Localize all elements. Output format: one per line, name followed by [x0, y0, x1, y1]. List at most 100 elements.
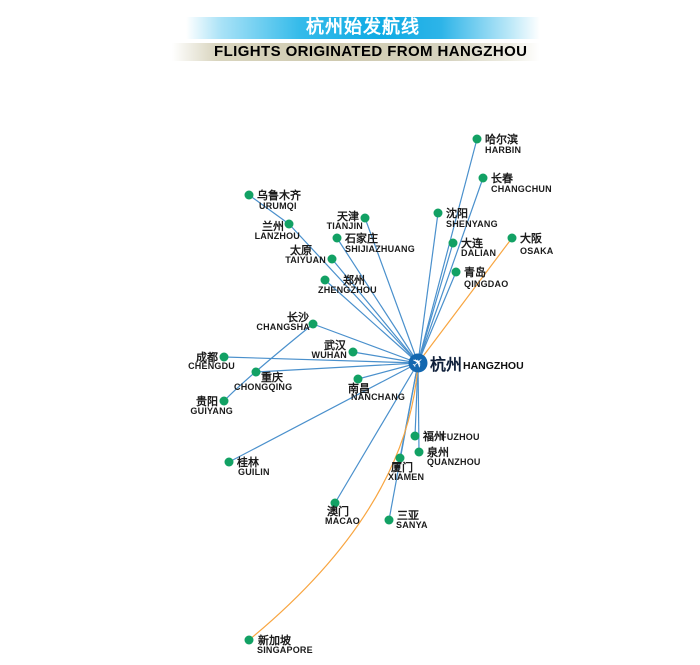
route-shijiazhuang: [336, 237, 419, 364]
routes: [223, 138, 513, 641]
city-dots: [219, 134, 517, 645]
city-label-zh-changchun: 长春: [491, 171, 514, 185]
city-label-zh-qingdao: 青岛: [464, 265, 486, 279]
city-dot-quanzhou: [414, 447, 424, 457]
city-label-en-changsha: CHANGSHA: [256, 322, 310, 332]
city-dot-dalian: [448, 238, 458, 248]
city-label-zh-shenyang: 沈阳: [446, 206, 468, 220]
city-label-en-tianjin: TIANJIN: [327, 221, 363, 231]
city-label-zh-changsha: 长沙: [287, 310, 309, 324]
city-label-en-harbin: HARBIN: [485, 145, 521, 155]
city-label-zh-osaka: 大阪: [520, 231, 543, 245]
page-title-en: FLIGHTS ORIGINATED FROM HANGZHOU: [214, 43, 528, 60]
city-label-zh-taiyuan: 太原: [289, 243, 312, 257]
city-label-zh-dalian: 大连: [461, 236, 484, 250]
city-label-zh-macao: 澳门: [327, 504, 349, 518]
city-label-zh-wuhan: 武汉: [324, 338, 347, 352]
city-label-en-changchun: CHANGCHUN: [491, 184, 552, 194]
city-label-zh-chengdu: 成都: [196, 350, 218, 364]
route-changchun: [417, 177, 484, 364]
title-banner-en: FLIGHTS ORIGINATED FROM HANGZHOU: [172, 43, 540, 61]
city-label-en-guiyang: GUIYANG: [190, 406, 233, 416]
city-label-zh-tianjin: 天津: [337, 209, 359, 223]
route-tianjin: [364, 217, 419, 364]
route-guilin: [228, 362, 419, 463]
city-dot-shenyang: [433, 208, 443, 218]
route-singapore: [248, 362, 419, 641]
city-label-zh-nanchang: 南昌: [348, 381, 370, 395]
city-dot-xiamen: [395, 453, 405, 463]
city-dot-chengdu: [219, 352, 229, 362]
city-label-en-sanya: SANYA: [396, 520, 428, 530]
route-shenyang: [417, 212, 439, 364]
city-dot-wuhan: [348, 347, 358, 357]
city-dot-changsha: [308, 319, 318, 329]
city-label-en-wuhan: WUHAN: [312, 350, 348, 360]
route-zhengzhou: [324, 279, 419, 364]
city-label-zh-guiyang: 贵阳: [196, 394, 218, 408]
city-label-en-qingdao: QINGDAO: [464, 279, 508, 289]
city-dot-taiyuan: [327, 254, 337, 264]
route-macao: [334, 362, 419, 504]
city-label-zh-harbin: 哈尔滨: [485, 132, 518, 146]
hub-label-zh: 杭州: [430, 355, 462, 374]
city-label-zh-quanzhou: 泉州: [426, 445, 449, 459]
hub-marker: ✈ 杭州 HANGZHOU: [408, 353, 524, 374]
route-urumqi: [248, 194, 290, 225]
city-label-en-osaka: OSAKA: [520, 246, 554, 256]
city-label-en-macao: MACAO: [325, 516, 360, 526]
route-taiyuan: [331, 258, 419, 364]
page-title-zh: 杭州始发航线: [306, 17, 420, 38]
city-dot-zhengzhou: [320, 275, 330, 285]
route-qingdao: [417, 271, 457, 364]
hub-label-en: HANGZHOU: [463, 360, 524, 372]
city-label-en-singapore: SINGAPORE: [257, 645, 313, 655]
city-label-zh-urumqi: 乌鲁木齐: [257, 188, 302, 202]
route-lanzhou: [288, 223, 419, 364]
city-label-zh-lanzhou: 兰州: [262, 219, 284, 233]
city-label-en-chengdu: CHENGDU: [188, 361, 235, 371]
hub-circle: [408, 353, 428, 373]
city-label-zh-xiamen: 厦门: [391, 460, 413, 474]
route-sanya: [388, 362, 419, 521]
city-dot-macao: [330, 498, 340, 508]
city-label-en-xiamen: XIAMEN: [388, 472, 424, 482]
city-label-zh-shijiazhuang: 石家庄: [344, 231, 378, 245]
city-label-en-taiyuan: TAIYUAN: [285, 255, 326, 265]
city-label-en-nanchang: NANCHANG: [351, 392, 405, 402]
route-wuhan: [352, 351, 419, 364]
city-dot-chongqing: [251, 367, 261, 377]
city-label-zh-fuzhou: 福州: [422, 429, 445, 443]
route-chengdu: [223, 356, 419, 364]
title-banner-zh: 杭州始发航线: [186, 17, 540, 39]
city-dot-guiyang: [219, 396, 229, 406]
city-label-en-lanzhou: LANZHOU: [255, 231, 300, 241]
city-label-en-quanzhou: QUANZHOU: [427, 457, 481, 467]
city-dot-harbin: [472, 134, 482, 144]
city-label-zh-chongqing: 重庆: [261, 370, 283, 384]
city-dot-fuzhou: [410, 431, 420, 441]
city-dot-shijiazhuang: [332, 233, 342, 243]
route-harbin: [417, 138, 478, 364]
route-chongqing: [255, 362, 419, 373]
route-nanchang: [357, 362, 419, 380]
city-label-en-chongqing: CHONGQING: [234, 382, 292, 392]
city-label-en-urumqi: URUMQI: [259, 201, 297, 211]
city-dot-osaka: [507, 233, 517, 243]
city-dot-qingdao: [451, 267, 461, 277]
city-label-en-shijiazhuang: SHIJIAZHUANG: [345, 244, 415, 254]
route-osaka: [417, 237, 513, 364]
city-dot-guilin: [224, 457, 234, 467]
city-label-zh-zhengzhou: 郑州: [343, 273, 365, 287]
city-dot-nanchang: [353, 374, 363, 384]
city-dot-singapore: [244, 635, 254, 645]
city-label-en-shenyang: SHENYANG: [446, 219, 498, 229]
city-dot-lanzhou: [284, 219, 294, 229]
city-label-zh-singapore: 新加坡: [258, 633, 292, 647]
city-label-zh-sanya: 三亚: [397, 509, 419, 522]
city-label-en-zhengzhou: ZHENGZHOU: [318, 285, 377, 295]
city-dot-urumqi: [244, 190, 254, 200]
